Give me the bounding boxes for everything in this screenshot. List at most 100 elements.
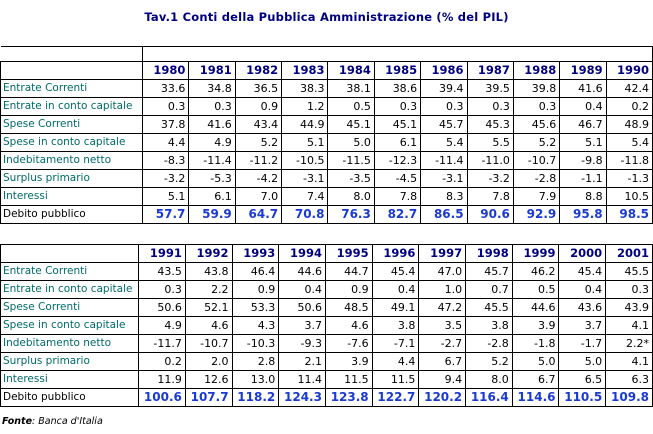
- table-cell: 95.8: [559, 205, 607, 224]
- table-cell: 48.9: [605, 115, 653, 134]
- table-cell: 4.6: [324, 316, 373, 335]
- table-cell: -10.7: [184, 334, 233, 353]
- table-cell: 48.5: [324, 298, 373, 317]
- table-cell: 5.4: [420, 133, 468, 152]
- table-cell: 11.5: [371, 370, 420, 389]
- year-header: 2000: [558, 244, 607, 263]
- table-cell: 0.3: [466, 97, 514, 116]
- table-cell: -11.2: [234, 151, 283, 170]
- year-header: 1992: [184, 244, 233, 263]
- table-cell: -3.1: [281, 169, 329, 188]
- table-cell: 57.7: [142, 205, 190, 224]
- table-cell: 2.0: [184, 352, 233, 371]
- row-label: Entrate in conto capitale: [0, 280, 140, 299]
- table-cell: 5.4: [605, 133, 653, 152]
- table-cell: 44.7: [324, 262, 373, 281]
- table-cell: -10.5: [281, 151, 329, 170]
- table-cell: -7.1: [371, 334, 420, 353]
- table-cell: -11.7: [138, 334, 186, 353]
- table-cell: 50.6: [138, 298, 186, 317]
- table-cell: 0.3: [138, 280, 186, 299]
- table-row: Spese Correnti 50.6 52.1 53.3 50.6 48.5 49.1 47…: [0, 298, 653, 317]
- table-cell: 8.0: [465, 370, 513, 389]
- year-header: 1982: [234, 61, 283, 80]
- table-cell: 100.6: [138, 388, 186, 407]
- table-cell: 11.4: [278, 370, 326, 389]
- table-row: Debito pubblico 57.7 59.9 64.7 70.8 76.3 82.7 8…: [0, 205, 653, 224]
- row-label: Interessi: [0, 370, 140, 389]
- table-cell: 45.5: [605, 262, 653, 281]
- table-cell: 3.5: [418, 316, 467, 335]
- table-cell: 70.8: [281, 205, 329, 224]
- table-row: Entrate Correnti 33.6 34.8 36.5 38.3 38.1 38.6…: [0, 79, 653, 98]
- table-cell: 53.3: [231, 298, 280, 317]
- year-header: 1983: [281, 61, 329, 80]
- table-cell: 7.9: [512, 187, 561, 206]
- table-cell: 5.0: [327, 133, 375, 152]
- table-cell: 2.2: [184, 280, 233, 299]
- table-cell: -2.8: [512, 169, 561, 188]
- row-label: Spese Correnti: [0, 298, 140, 317]
- table-cell: -3.5: [327, 169, 375, 188]
- table-cell: 45.5: [465, 298, 513, 317]
- year-header: 2001: [605, 244, 653, 263]
- table-cell: 47.2: [418, 298, 467, 317]
- table-cell: 0.3: [420, 97, 468, 116]
- table-cell: 45.7: [465, 262, 513, 281]
- table-cell: 109.8: [605, 388, 653, 407]
- table-cell: -11.4: [420, 151, 468, 170]
- row-label: Debito pubblico: [0, 388, 140, 407]
- table-cell: 45.7: [420, 115, 468, 134]
- table-cell: 11.9: [138, 370, 186, 389]
- table-row: Indebitamento netto -8.3 -11.4 -11.2 -10.5 -1…: [0, 151, 653, 170]
- table-cell: -9.3: [278, 334, 326, 353]
- table-cell: 4.1: [605, 316, 653, 335]
- row-label: Spese Correnti: [0, 115, 144, 134]
- year-header: 1997: [418, 244, 467, 263]
- table-cell: 3.8: [465, 316, 513, 335]
- table-cell: 122.7: [371, 388, 420, 407]
- table-cell: 43.9: [605, 298, 653, 317]
- table-cell: 0.2: [138, 352, 186, 371]
- table-1980-1990: 1980 1981 1982 1983 1984 1985 1986 1987 1988 1989…: [0, 46, 653, 224]
- table-cell: 5.2: [512, 133, 561, 152]
- table-row: Interessi 11.9 12.6 13.0 11.4 11.5 11.5 9.4 8.0 6…: [0, 370, 653, 389]
- table-cell: -1.8: [511, 334, 560, 353]
- row-label: Entrate in conto capitale: [0, 97, 144, 116]
- table-cell: 4.9: [138, 316, 186, 335]
- year-header: 1993: [231, 244, 280, 263]
- year-header: 1984: [327, 61, 375, 80]
- table-cell: 5.2: [465, 352, 513, 371]
- table-cell: 98.5: [605, 205, 653, 224]
- table-cell: 34.8: [188, 79, 236, 98]
- table-cell: 38.1: [327, 79, 375, 98]
- table-cell: 9.4: [418, 370, 467, 389]
- table-cell: 37.8: [142, 115, 190, 134]
- table-cell: 39.8: [512, 79, 561, 98]
- table-cell: 45.4: [371, 262, 420, 281]
- table-cell: 4.9: [188, 133, 236, 152]
- table-cell: 0.3: [142, 97, 190, 116]
- table-cell: 59.9: [188, 205, 236, 224]
- table-cell: 44.9: [281, 115, 329, 134]
- table-cell: 0.4: [278, 280, 326, 299]
- table-row: Surplus primario 0.2 2.0 2.8 2.1 3.9 4.4 6.7 5.2…: [0, 352, 653, 371]
- year-header: 1986: [420, 61, 468, 80]
- year-header: 1991: [138, 244, 186, 263]
- table-cell: 44.6: [278, 262, 326, 281]
- table-cell: -7.6: [324, 334, 373, 353]
- table-row: Indebitamento netto -11.7 -10.7 -10.3 -9.3 -7…: [0, 334, 653, 353]
- year-header: 1994: [278, 244, 326, 263]
- table-cell: 110.5: [558, 388, 607, 407]
- table-cell: 123.8: [324, 388, 373, 407]
- row-label: Surplus primario: [0, 169, 144, 188]
- table-cell: 7.8: [373, 187, 422, 206]
- table-cell: 0.9: [324, 280, 373, 299]
- table-cell: 0.9: [234, 97, 283, 116]
- table-row: Spese in conto capitale 4.9 4.6 4.3 3.7 4.6 3.…: [0, 316, 653, 335]
- table-cell: -11.4: [188, 151, 236, 170]
- table-cell: 124.3: [278, 388, 326, 407]
- row-label: Indebitamento netto: [0, 151, 144, 170]
- table-cell: -10.3: [231, 334, 280, 353]
- table-cell: -5.3: [188, 169, 236, 188]
